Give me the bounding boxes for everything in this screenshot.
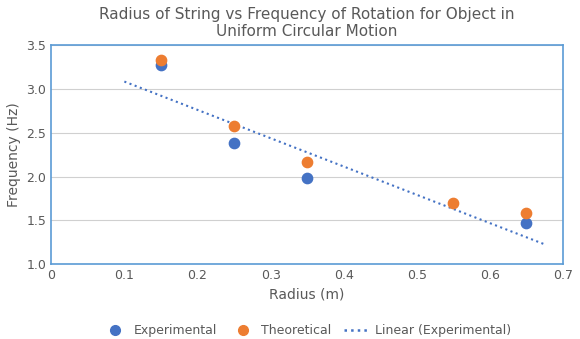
Title: Radius of String vs Frequency of Rotation for Object in
Uniform Circular Motion: Radius of String vs Frequency of Rotatio… (99, 7, 515, 39)
Point (449, 200, 458, 206)
Point (303, 176, 312, 181)
X-axis label: Radius (m): Radius (m) (270, 288, 345, 302)
Y-axis label: Frequency (Hz): Frequency (Hz) (7, 102, 21, 207)
Point (229, 140, 238, 146)
Point (156, 62, 165, 67)
Point (303, 159, 312, 164)
Legend: Experimental, Theoretical, Linear (Experimental): Experimental, Theoretical, Linear (Exper… (98, 319, 516, 339)
Point (229, 124, 238, 129)
Point (522, 220, 531, 226)
Point (156, 58, 165, 63)
Point (522, 211, 531, 216)
